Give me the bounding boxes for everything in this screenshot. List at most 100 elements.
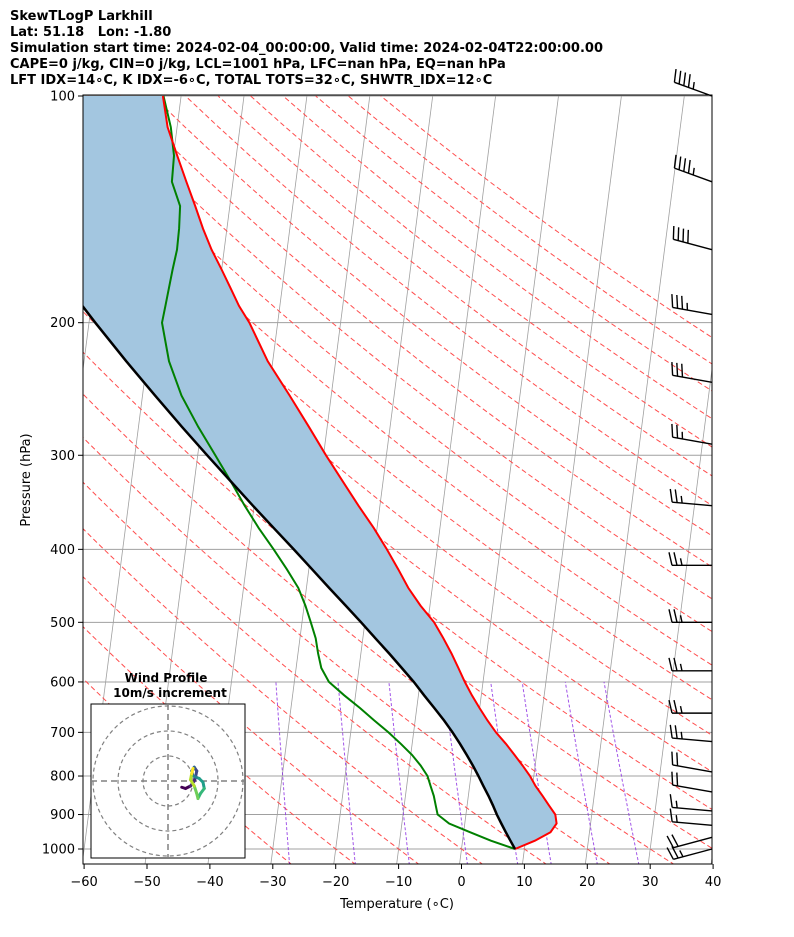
barb-half-flag [680, 731, 683, 740]
axes: −60 −50 −40 −30 −20 −10 0 10 20 30 40 1000 900 800 700… [42, 90, 721, 891]
mixing-ratio-line [275, 681, 291, 864]
barb-flag [681, 295, 684, 310]
dry-adiabat [347, 95, 712, 365]
x-tick-label: −40 [196, 875, 223, 890]
barb-flag [669, 808, 673, 822]
barb-staff [673, 848, 713, 861]
barb-staff [674, 167, 713, 183]
wind-barb [671, 751, 713, 773]
dry-adiabat [120, 95, 712, 568]
mixing-ratio-line [490, 681, 519, 864]
barb-flag [668, 657, 673, 672]
y-tick-label: 700 [50, 726, 75, 741]
barb-half-flag [692, 167, 695, 176]
barb-staff [673, 836, 713, 849]
indices-line: LFT IDX=14∘C, K IDX=-6∘C, TOTAL TOTS=32∘… [10, 73, 493, 88]
wind-barb [673, 68, 713, 97]
barb-half-flag [675, 815, 678, 823]
wind-barb [673, 154, 713, 183]
dry-adiabat [380, 95, 712, 339]
y-tick-label: 1000 [42, 843, 75, 858]
barb-flag [678, 156, 682, 170]
dry-adiabat [152, 95, 712, 537]
x-tick-label: 40 [705, 875, 722, 890]
barb-staff [672, 306, 713, 316]
barb-flag [676, 362, 679, 377]
isotherm-line [522, 95, 622, 864]
hodograph-title: Wind Profile [125, 671, 208, 685]
barb-flag [681, 363, 684, 378]
wind-barb [671, 423, 713, 445]
dry-adiabat [315, 95, 712, 392]
params-line: CAPE=0 j/kg, CIN=0 j/kg, LCL=1001 hPa, L… [10, 57, 506, 72]
y-tick-label: 100 [50, 90, 75, 105]
hodograph-inset: Wind Profile 10m/s increment [90, 671, 246, 859]
wind-barb [669, 808, 713, 826]
barb-staff [673, 238, 713, 251]
barb-staff [672, 784, 713, 793]
dry-adiabat [83, 481, 547, 864]
dry-adiabat [282, 95, 712, 420]
barb-flag [673, 68, 677, 83]
x-tick-label: 20 [579, 875, 596, 890]
barb-half-flag [679, 558, 683, 566]
barb-half-flag [679, 705, 683, 714]
barb-staff [672, 374, 713, 383]
barb-flag [676, 772, 679, 786]
wind-barbs [666, 68, 713, 861]
y-tick-label: 200 [50, 316, 75, 331]
barb-flag [674, 725, 678, 739]
barb-flag [674, 489, 678, 503]
barb-flag [676, 294, 679, 309]
mixing-ratio-line [337, 681, 356, 864]
barb-flag [683, 158, 687, 172]
barb-flag [668, 552, 673, 566]
y-tick-label: 800 [50, 770, 75, 785]
x-tick-label: 0 [457, 875, 465, 890]
isotherm-line [333, 95, 434, 864]
barb-flag [668, 609, 673, 623]
station-title: SkewTLogP Larkhill [10, 9, 153, 24]
barb-flag [673, 609, 678, 623]
mixing-ratio-line [564, 681, 598, 864]
barb-flag [669, 724, 673, 739]
wind-barb [666, 845, 713, 861]
barb-flag [673, 699, 678, 714]
wind-barb [668, 699, 712, 714]
dry-adiabat [83, 195, 712, 701]
dry-adiabat [83, 159, 712, 666]
barb-half-flag [692, 81, 695, 90]
isotherm-line [584, 95, 685, 864]
barb-flag [671, 845, 679, 859]
x-axis-label: Temperature (∘C) [339, 897, 454, 912]
isotherm-line [710, 854, 712, 864]
x-tick-label: −20 [322, 875, 349, 890]
barb-flag [671, 423, 674, 438]
y-tick-label: 300 [50, 449, 75, 464]
y-tick-label: 900 [50, 808, 75, 823]
barb-flag [683, 72, 687, 86]
wind-barb [672, 225, 713, 251]
barb-flag [671, 361, 674, 376]
x-tick-label: −30 [259, 875, 286, 890]
barb-flag [687, 74, 691, 88]
barb-flag [671, 751, 674, 766]
barb-flag [676, 424, 679, 439]
barb-flag [668, 699, 673, 714]
barb-flag [676, 752, 679, 766]
wind-barb [671, 771, 713, 793]
wind-barb [669, 488, 713, 507]
wind-barb [671, 294, 713, 316]
barb-staff [672, 737, 713, 743]
barb-flag [673, 552, 678, 566]
time-line: Simulation start time: 2024-02-04_00:00:… [10, 41, 603, 56]
y-axis-label: Pressure (hPa) [19, 433, 34, 526]
x-tick-label: −50 [133, 875, 160, 890]
x-tick-label: −60 [70, 875, 97, 890]
dry-adiabat [83, 271, 712, 773]
barb-staff [672, 821, 713, 826]
plot-frame [82, 94, 713, 865]
hodograph-segment [190, 767, 195, 775]
barb-flag [671, 294, 674, 308]
wind-barb [668, 552, 712, 567]
